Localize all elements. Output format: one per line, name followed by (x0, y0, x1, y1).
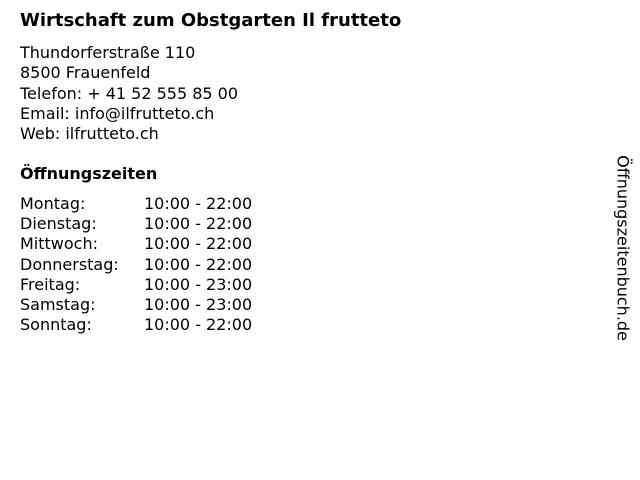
hours-row: Dienstag: 10:00 - 22:00 (20, 214, 252, 234)
time: 10:00 - 22:00 (144, 254, 253, 274)
time: 10:00 - 22:00 (144, 194, 253, 213)
site-watermark: Öffnungszeitenbuch.de (613, 155, 633, 341)
day: Samstag: (20, 295, 96, 315)
hours-table: Montag: 10:00 - 22:00 Dienstag: 10:00 - 22… (20, 194, 252, 335)
day: Donnerstag: (20, 254, 119, 274)
time: 10:00 - 23:00 (144, 295, 253, 315)
hours-row: Mittwoch: 10:00 - 22:00 (20, 234, 252, 254)
hours-row: Freitag: 10:00 - 23:00 (20, 275, 252, 295)
email: Email: info@ilfrutteto.ch (20, 103, 215, 123)
hours-heading: Öffnungszeiten (20, 164, 158, 183)
hours-row: Samstag: 10:00 - 23:00 (20, 295, 252, 315)
phone: Telefon: + 41 52 555 85 00 (20, 83, 239, 103)
day: Sonntag: (20, 315, 92, 335)
page-title: Wirtschaft zum Obstgarten Il frutteto (20, 10, 402, 31)
hours-row: Sonntag: 10:00 - 22:00 (20, 315, 252, 335)
street: Thundorferstraße 110 (20, 43, 196, 62)
day: Freitag: (20, 274, 81, 294)
time: 10:00 - 22:00 (144, 315, 253, 335)
time: 10:00 - 23:00 (144, 274, 253, 294)
address-block: Thundorferstraße 110 8500 Frauenfeld Tel… (20, 43, 238, 144)
time: 10:00 - 22:00 (144, 214, 253, 234)
time: 10:00 - 22:00 (144, 234, 253, 254)
website: Web: ilfrutteto.ch (20, 124, 159, 144)
day: Montag: (20, 194, 86, 213)
hours-row: Montag: 10:00 - 22:00 (20, 194, 252, 214)
day: Mittwoch: (20, 234, 98, 254)
day: Dienstag: (20, 214, 97, 234)
city: 8500 Frauenfeld (20, 63, 151, 83)
hours-row: Donnerstag: 10:00 - 22:00 (20, 255, 252, 275)
